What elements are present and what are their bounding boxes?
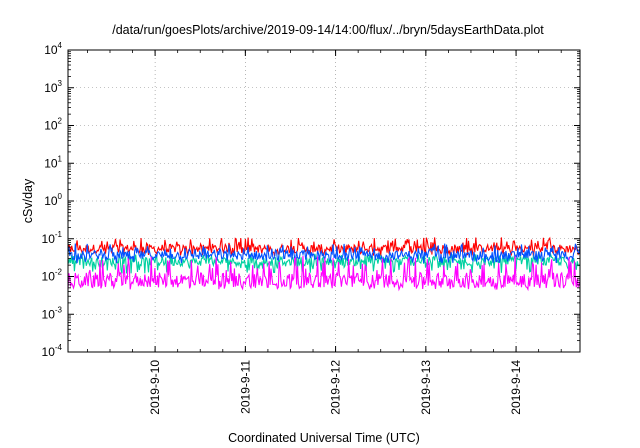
plot-frame [67, 49, 581, 353]
y-axis-label: cSv/day [21, 178, 35, 223]
x-tick-label: 2019-9-10 [148, 360, 162, 415]
x-axis: 2019-9-10 2019-9-11 2019-9-12 2019-9-13 2019… [87, 50, 562, 415]
x-tick-label: 2019-9-13 [419, 360, 433, 415]
chart-title: /data/run/goesPlots/archive/2019-09-14/1… [112, 23, 544, 37]
x-axis-label: Coordinated Universal Time (UTC) [228, 431, 420, 445]
y-tick-label: 100 [44, 192, 62, 208]
x-tick-label: 2019-9-12 [329, 360, 343, 415]
x-tick-label: 2019-9-14 [509, 360, 523, 415]
series-line [67, 255, 581, 292]
y-tick-label: 101 [44, 154, 62, 170]
y-tick-label: 10-1 [42, 230, 63, 246]
x-tick-label: 2019-9-11 [238, 360, 252, 414]
series-line [67, 242, 581, 264]
y-tick-label: 102 [44, 117, 62, 133]
y-tick-label: 104 [44, 41, 62, 57]
y-tick-label: 10-2 [42, 268, 63, 284]
y-tick-label: 10-4 [42, 343, 63, 359]
y-tick-label: 10-3 [42, 305, 63, 321]
y-tick-label: 103 [44, 79, 62, 95]
series-group [67, 236, 581, 292]
